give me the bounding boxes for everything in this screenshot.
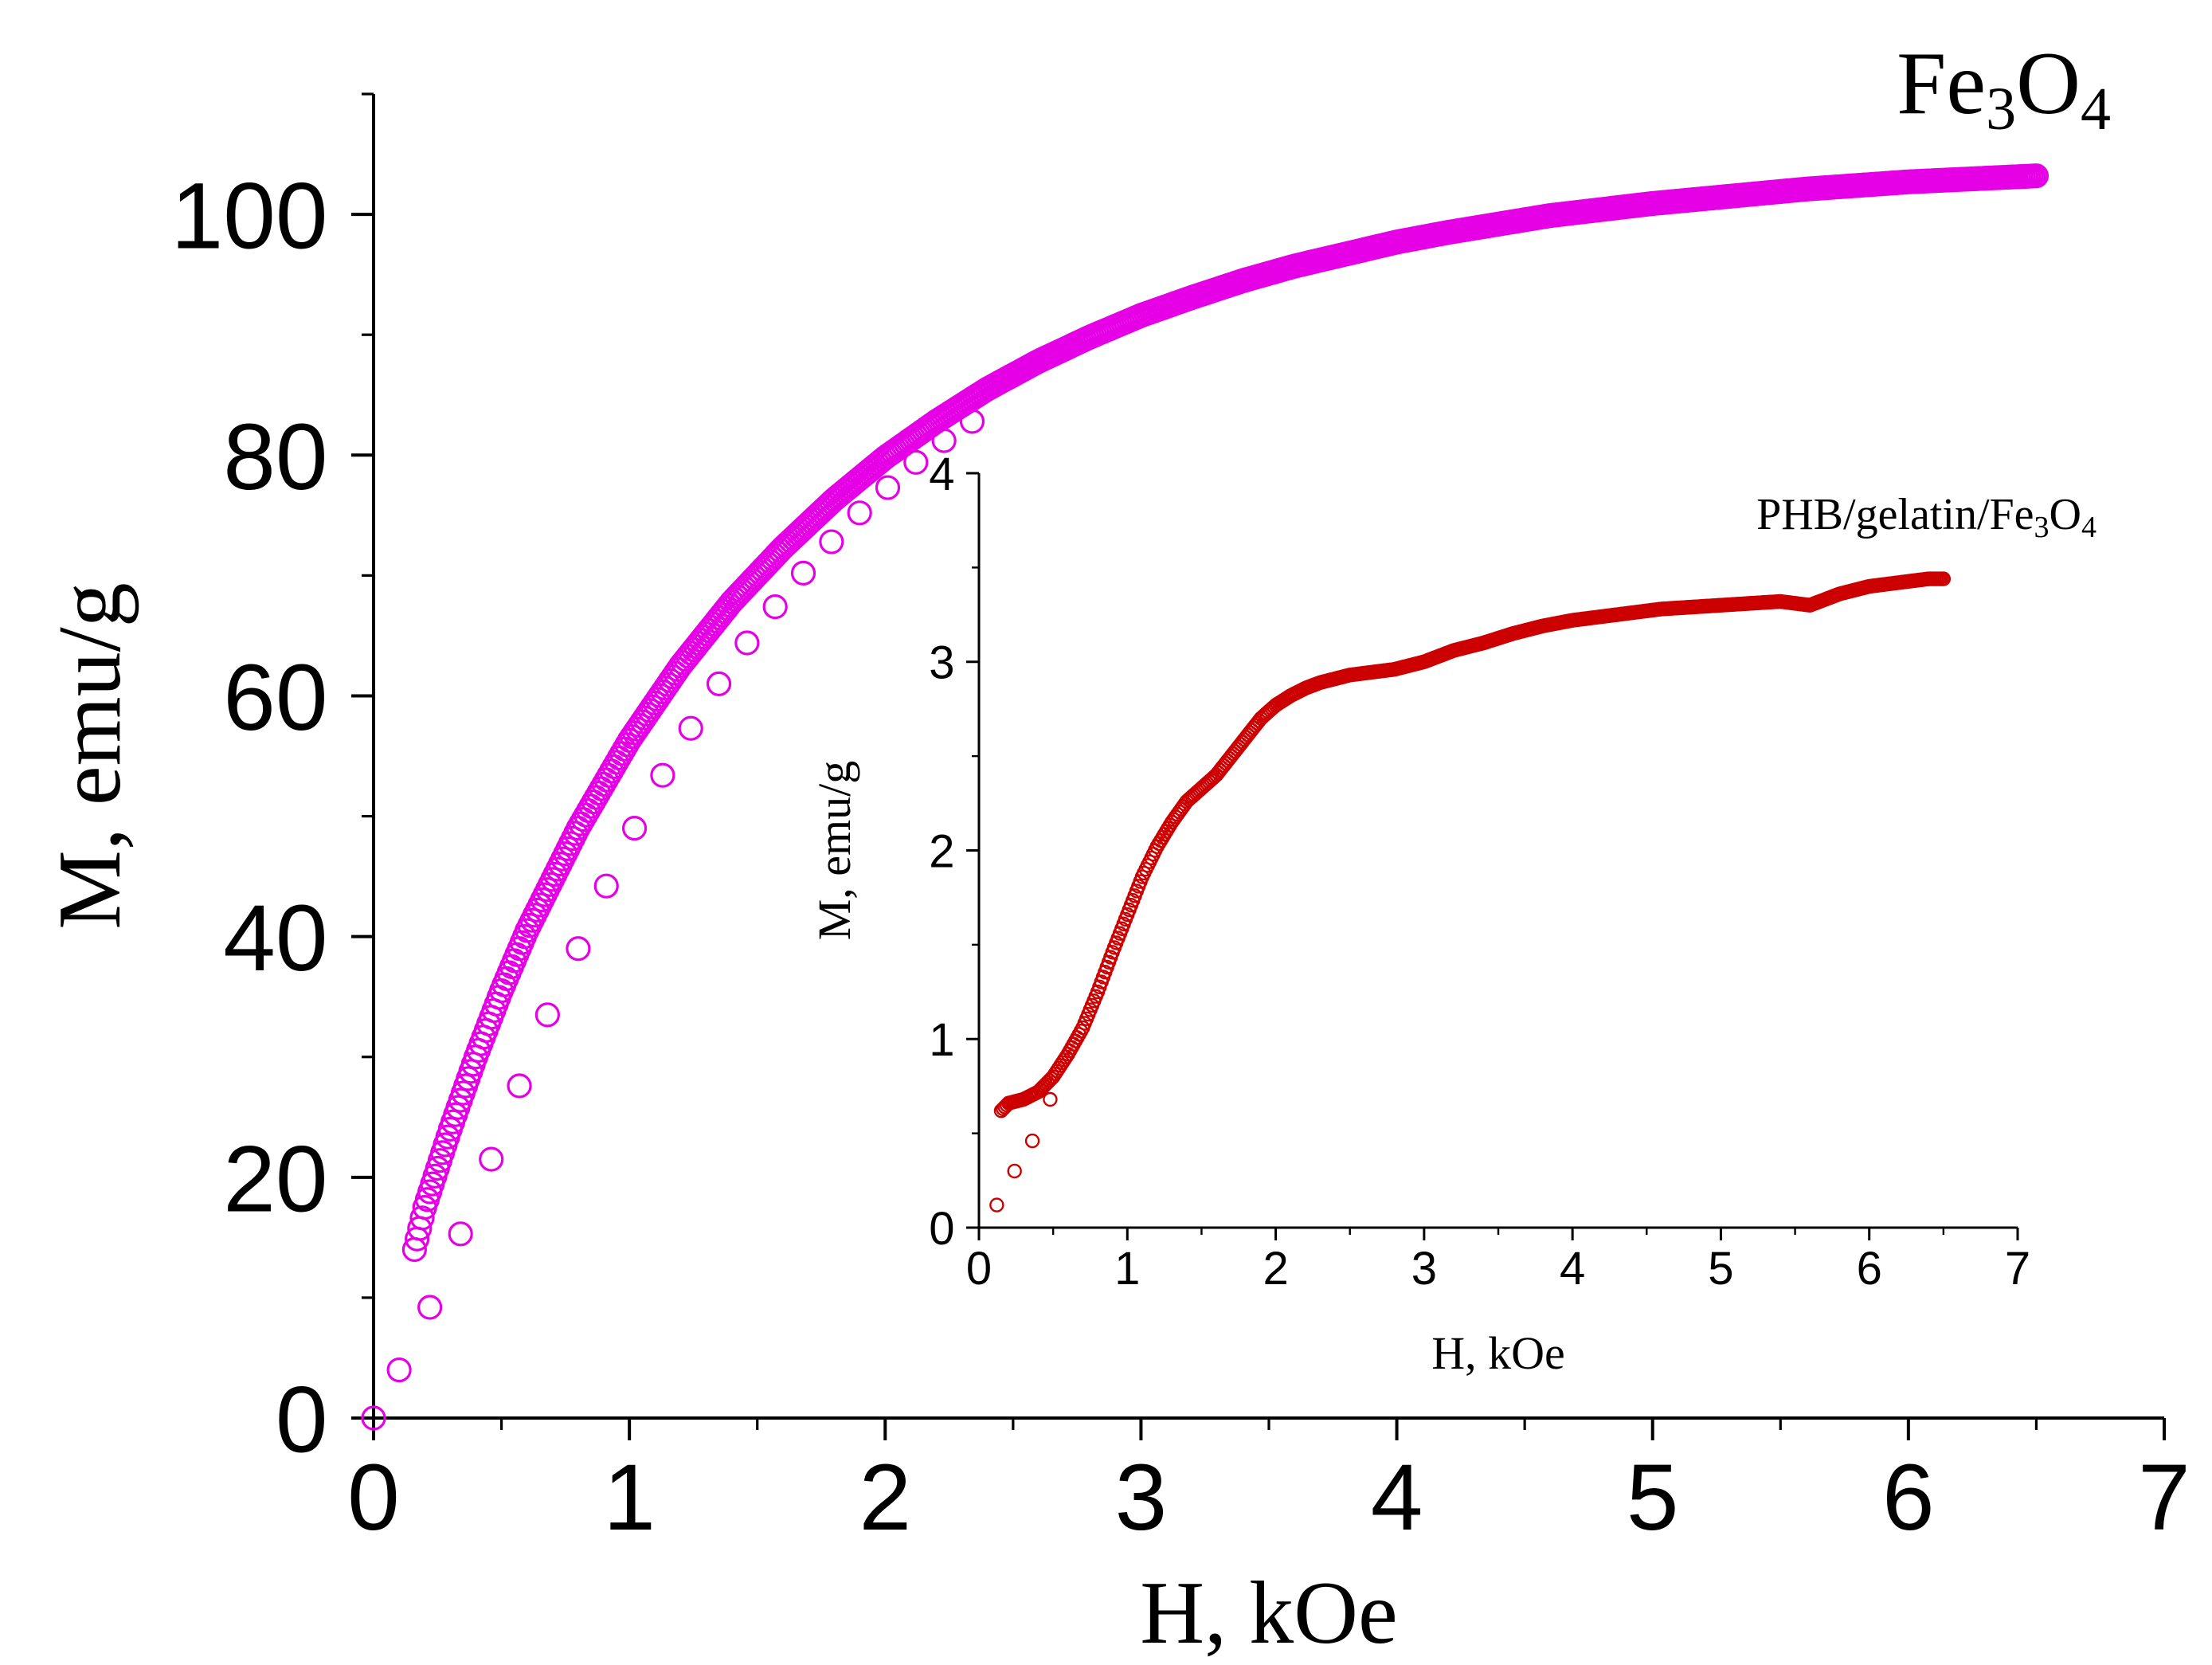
x-tick-label: 7	[2005, 1243, 2030, 1295]
y-tick-label: 3	[929, 637, 954, 689]
y-tick-label: 40	[223, 886, 327, 991]
data-point	[1043, 1091, 1058, 1107]
y-tick-label: 60	[223, 645, 327, 750]
data-point	[417, 1295, 443, 1320]
data-point	[989, 1197, 1004, 1213]
x-tick-label: 5	[1708, 1243, 1733, 1295]
x-tick-label: 4	[1560, 1243, 1585, 1295]
data-point	[448, 1221, 473, 1247]
title-text: O	[2016, 34, 2081, 133]
data-point	[847, 500, 872, 526]
x-tick-label: 7	[2138, 1445, 2190, 1550]
series-initial-magnetization	[361, 409, 985, 1431]
data-point	[650, 762, 675, 788]
y-tick-label: 2	[929, 825, 954, 877]
data-point	[1024, 1133, 1040, 1149]
title-text: PHB/gelatin/Fe	[1756, 490, 2034, 539]
y-tick-label: 1	[929, 1014, 954, 1066]
series-sweep	[401, 163, 2050, 1263]
x-tick-label: 6	[1857, 1243, 1882, 1295]
data-point	[819, 529, 844, 554]
x-axis-label: H, kOe	[1431, 1327, 1565, 1379]
y-tick-label: 20	[223, 1126, 327, 1232]
data-point	[1936, 571, 1952, 586]
x-axis-label: H, kOe	[1140, 1564, 1397, 1663]
data-point	[706, 671, 732, 696]
x-tick-label: 1	[1114, 1243, 1140, 1295]
y-axis-label: M, emu/g	[808, 761, 860, 941]
title-subscript: 4	[2081, 511, 2097, 544]
data-point	[903, 449, 929, 475]
data-point	[566, 936, 591, 962]
title-subscript: 3	[1986, 76, 2016, 143]
chart-title: Fe3O4	[1897, 34, 2111, 143]
title-subscript: 3	[2034, 511, 2050, 544]
data-point	[409, 1205, 435, 1231]
x-tick-label: 2	[1263, 1243, 1288, 1295]
data-point	[1007, 1163, 1022, 1179]
x-tick-label: 6	[1882, 1445, 1935, 1550]
x-tick-label: 5	[1627, 1445, 1679, 1550]
x-tick-label: 3	[1411, 1243, 1437, 1295]
x-tick-label: 1	[603, 1445, 656, 1550]
series-initial-magnetization	[989, 1091, 1058, 1213]
x-tick-label: 3	[1115, 1445, 1168, 1550]
data-point	[734, 630, 760, 656]
data-point	[534, 1002, 560, 1028]
y-tick-label: 4	[929, 449, 954, 500]
data-point	[678, 715, 703, 741]
data-point	[621, 816, 648, 841]
y-tick-label: 80	[223, 405, 327, 510]
x-tick-label: 4	[1371, 1445, 1423, 1550]
series-sweep	[993, 571, 1952, 1118]
title-subscript: 4	[2081, 76, 2111, 143]
data-point	[2023, 163, 2050, 189]
data-point	[875, 475, 901, 500]
x-tick-label: 0	[966, 1243, 992, 1295]
data-point	[386, 1357, 412, 1383]
y-tick-label: 0	[276, 1367, 328, 1472]
data-point	[479, 1146, 504, 1172]
data-point	[790, 560, 816, 586]
data-point	[361, 1405, 386, 1431]
chart-title: PHB/gelatin/Fe3O4	[1756, 490, 2097, 544]
x-tick-label: 2	[859, 1445, 911, 1550]
data-point	[762, 594, 788, 620]
title-text: Fe	[1897, 34, 1986, 133]
y-axis-label: M, emu/g	[41, 582, 139, 930]
y-tick-label: 100	[171, 164, 328, 269]
y-tick-label: 0	[929, 1203, 954, 1255]
data-point	[507, 1073, 532, 1099]
x-tick-label: 0	[347, 1445, 400, 1550]
data-point	[593, 873, 619, 899]
title-text: O	[2050, 490, 2081, 539]
